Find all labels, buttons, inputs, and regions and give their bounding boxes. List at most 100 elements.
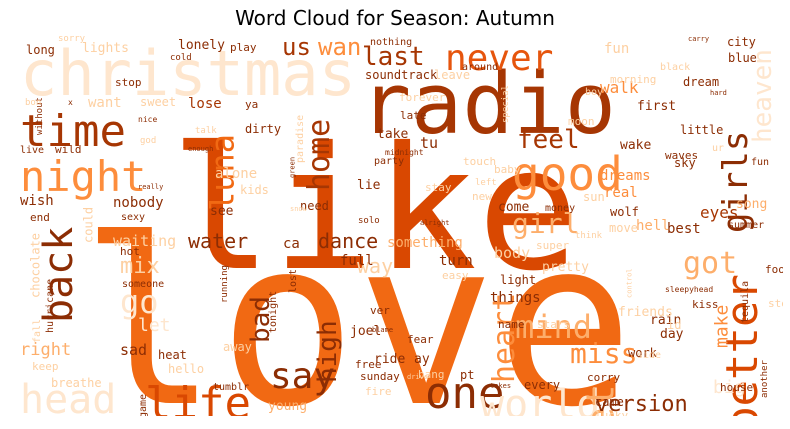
word-waiting: waiting [113,232,176,250]
word-best: best [667,221,701,237]
word-version: version [595,392,688,416]
word-body: body [494,244,530,262]
word-cold: cold [170,53,192,63]
word-better: better [717,274,768,416]
word-ya: ya [245,98,258,111]
word-big: big [713,377,746,398]
word-young: young [268,399,307,414]
word-dreams: dreams [600,168,651,184]
word-take: take [377,127,408,142]
word-ur: ur [712,143,724,154]
word-last: last [362,42,425,72]
word-dream: dream [683,75,719,89]
word-song: song [736,197,767,212]
word-hard: hard [710,89,727,97]
word-never: never [445,38,553,79]
word-black: black [660,62,690,73]
word-boy: boy [585,87,603,98]
word-luna: luna [204,134,242,211]
word-money: money [545,203,575,214]
word-pt: pt [460,368,474,382]
word-friends: friends [618,305,673,320]
word-sad: sad [120,341,147,359]
word-world: world [480,382,600,416]
word-mind: mind [515,308,592,346]
word-super: super [536,239,569,252]
word-night: night [20,152,146,201]
word-get: get [578,384,622,416]
word-away: away [223,340,252,354]
word-life: life [145,378,251,416]
word-heat: heat [158,348,187,362]
word-dirty: dirty [245,122,281,136]
word-hot: hot [120,245,140,258]
word-solo: solo [358,216,380,226]
word-free: free [355,358,382,371]
word-wish: wish [20,193,54,209]
word-carry: carry [688,35,709,43]
word-sorry: sorry [58,34,86,44]
word-love: love [80,191,634,416]
word-things: things [490,290,541,306]
word-stop: stop [115,76,142,89]
word-tonight: tonight [268,291,279,333]
word-mix: mix [120,254,160,279]
word-another: another [760,359,770,398]
word-kiss: kiss [692,298,719,311]
word-wolf: wolf [610,205,639,219]
word-bad: bad [246,296,276,343]
word-name: name [498,318,525,331]
word-pretty: pretty [542,260,589,275]
word-end: end [30,211,50,224]
word-work: work [628,346,658,360]
word-like: like [170,111,579,309]
word-soundtrack: soundtrack [365,68,438,82]
word-someone: someone [122,279,164,290]
word-high: high [313,320,343,383]
word-little: little [680,123,723,137]
word-breathe: breathe [51,376,102,390]
word-something: something [387,235,463,251]
word-girls: girls [716,131,756,233]
word-want: want [88,95,122,111]
word-tu: tu [420,134,438,152]
word-day: day [660,327,684,342]
word-fun: fun [604,41,629,57]
word-water: water [188,229,248,253]
word-takes: takes [490,382,511,390]
word-late: late [400,109,427,122]
word-stay: stay [425,181,452,194]
word-enough: enough [188,145,213,153]
word-ay: ay [414,352,430,367]
word-sun: sun [583,190,605,204]
word-game: game [138,394,149,416]
word-rain: rain [650,313,681,328]
word-turn: turn [439,253,473,269]
word-ver: ver [370,304,390,317]
word-fun: fun [751,157,769,168]
word-nobody: nobody [113,195,164,211]
word-eyes: eyes [700,203,739,222]
word-god: god [140,136,156,146]
word-summer: summer [728,220,764,231]
word-forever: forever [399,91,446,104]
word-time: time [20,106,126,157]
word-need: need [300,199,329,213]
word-let: let [138,315,171,336]
word-id: id [667,318,681,332]
word-bon: bon [25,98,41,108]
word-real: real [604,185,638,201]
word-hell: hell [636,218,670,234]
word-wake: wake [620,138,651,153]
word-one: one [425,368,504,416]
word-waves: waves [665,149,698,162]
word-chocolate: chocolate [29,233,43,298]
chart-title: Word Cloud for Season: Autumn [235,6,555,30]
word-morning: morning [610,73,656,86]
word-every: every [524,378,560,392]
word-walk: walk [600,78,639,97]
word-good: good [512,147,623,201]
word-blame: blame [372,326,393,334]
word-could: could [82,207,96,243]
word-back: back [36,227,82,323]
